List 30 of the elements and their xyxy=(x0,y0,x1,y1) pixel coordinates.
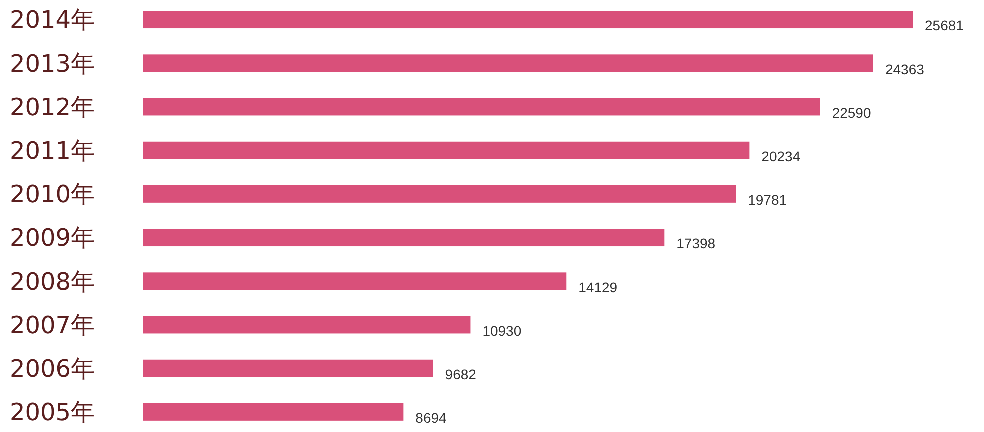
data-label: 8694 xyxy=(416,410,448,426)
data-label: 9682 xyxy=(445,366,477,382)
bar xyxy=(143,142,750,160)
bar xyxy=(143,403,404,421)
bar xyxy=(143,229,665,247)
data-label: 17398 xyxy=(676,236,716,252)
y-tick-label: 2008年 xyxy=(10,268,96,296)
y-tick-label: 2012年 xyxy=(10,93,96,122)
bar xyxy=(143,54,874,72)
bar xyxy=(143,316,471,334)
y-tick-label: 2010年 xyxy=(10,180,96,209)
y-tick-label: 2013年 xyxy=(10,50,96,78)
y-tick-label: 2011年 xyxy=(10,137,96,165)
y-tick-label: 2007年 xyxy=(10,311,96,340)
y-tick-label: 2005年 xyxy=(10,398,96,427)
data-label: 10930 xyxy=(482,322,522,339)
data-label: 25681 xyxy=(925,18,964,34)
data-label: 22590 xyxy=(832,104,872,121)
y-tick-label: 2009年 xyxy=(10,224,96,252)
y-tick-label: 2006年 xyxy=(10,355,96,383)
y-tick-label: 2014年 xyxy=(10,6,96,34)
bar xyxy=(143,185,736,203)
data-label: 24363 xyxy=(885,61,925,78)
data-label: 14129 xyxy=(578,279,618,296)
data-label: 20234 xyxy=(762,148,801,164)
bar xyxy=(143,98,820,116)
bar xyxy=(143,272,567,290)
bar xyxy=(143,360,434,378)
data-label: 19781 xyxy=(748,192,788,208)
bar xyxy=(143,11,913,29)
